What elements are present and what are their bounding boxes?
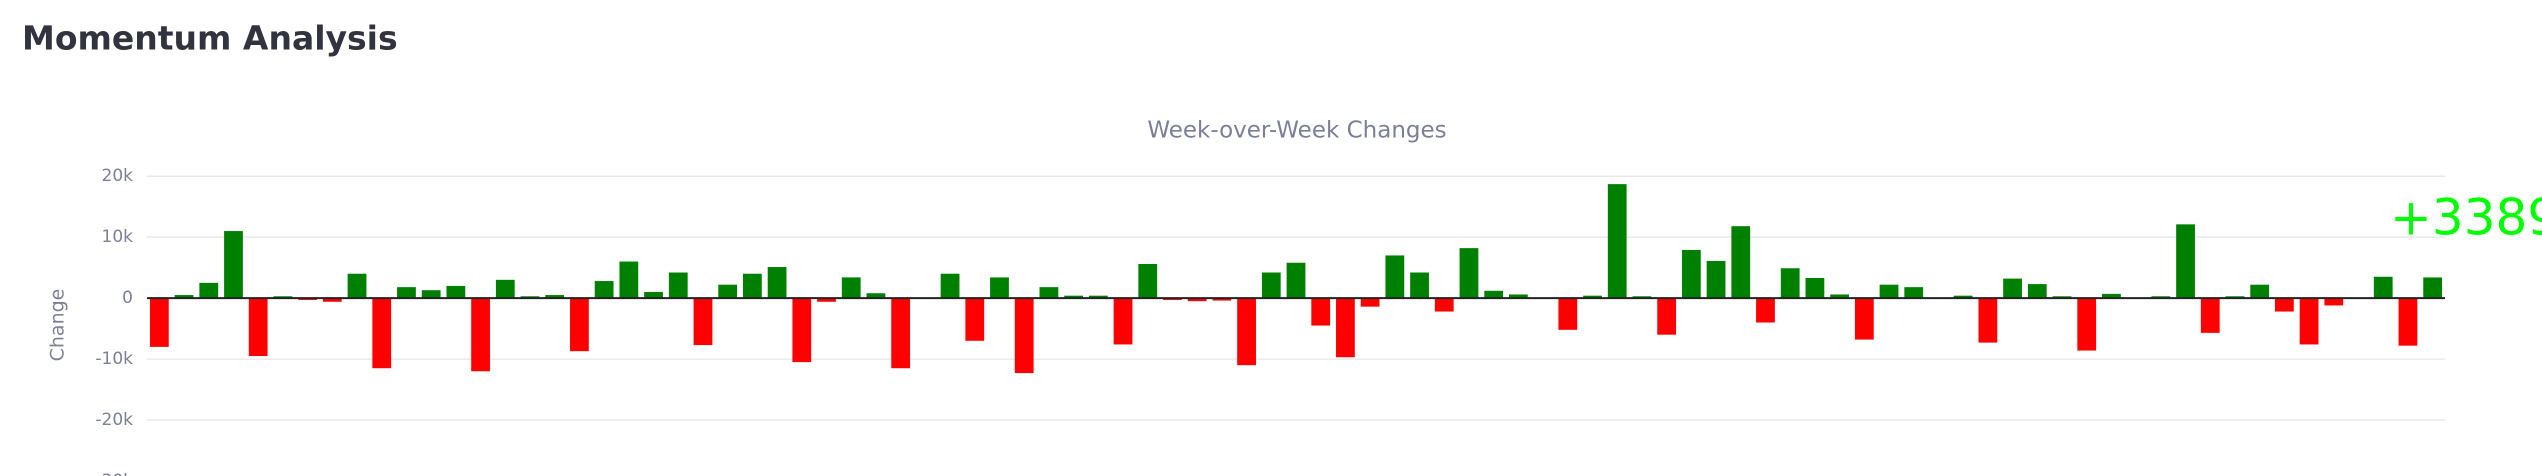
bar [570,298,589,352]
bar [594,281,614,299]
y-tick-label: -20k [95,410,133,430]
bar [1286,262,1306,299]
bar [2250,284,2270,299]
bar [397,287,416,299]
y-tick-label: 0 [122,288,133,308]
bar [174,295,194,299]
bar [1138,263,1158,299]
bar [1657,298,1677,335]
bar [718,284,738,299]
bar [1904,287,1924,299]
bar [1583,295,1602,299]
bar [1311,298,1331,326]
bar [1830,294,1850,299]
bar [1978,298,1998,343]
bar [1805,277,1825,299]
bar [446,285,466,299]
bar [1484,290,1504,299]
bar [767,267,787,299]
bar [1681,249,1701,299]
bar [545,295,565,299]
bar [1039,287,1059,299]
bar [817,298,836,302]
bar [1558,298,1578,330]
bar [495,279,515,299]
bar [841,277,861,299]
bar [1459,248,1479,299]
bar [866,293,886,299]
y-tick-label: -30k [95,471,133,476]
bar [2373,276,2393,299]
bar [1237,298,1256,366]
y-tick-label: -10k [95,349,133,369]
bar [1336,298,1355,358]
bar [1854,298,1874,340]
chart-title: Week-over-Week Changes [1147,118,1446,144]
bar [1879,284,1899,299]
y-axis-label: Change [47,289,69,362]
bar [471,298,490,372]
bar [1953,295,1973,299]
bar [199,282,219,299]
bar [2423,277,2443,299]
bar [644,292,663,299]
bar [693,298,713,346]
bar [619,261,639,299]
bar [1434,298,1454,312]
bar [322,298,342,302]
bar [1261,272,1281,299]
bar [1731,226,1751,299]
bar [940,273,960,299]
bar [2102,293,2121,299]
bar [1508,294,1528,299]
bar [1756,298,1775,323]
page-title: Momentum Analysis [22,19,398,58]
bar [668,272,688,299]
bar [891,298,911,369]
bar [347,273,367,299]
bar [1385,255,1405,299]
bar [1780,268,1800,299]
bar [149,298,169,347]
bar [2324,298,2344,306]
bar [1187,298,1207,302]
bar [965,298,985,341]
bar [372,298,392,369]
bar [421,290,441,299]
bar [1706,260,1726,299]
bar [2274,298,2294,312]
y-tick-label: 20k [102,166,134,186]
bar [2027,284,2047,299]
y-tick-label: 10k [102,227,134,247]
bar [1212,298,1232,301]
bar [2299,298,2319,345]
bar [2003,278,2022,299]
bar [1607,184,1627,299]
bar [1014,298,1034,374]
bar [1088,295,1108,299]
bar [2077,298,2097,351]
bar [1360,298,1380,307]
bar [1064,295,1084,299]
bar [1410,272,1429,299]
bar [1113,298,1133,345]
annotation: +3389 [2390,189,2542,247]
bar [2200,298,2220,333]
bar [990,277,1009,299]
bar [2176,224,2195,299]
bar [742,273,762,299]
bar [792,298,812,363]
bar [248,298,268,357]
bar [2398,298,2418,346]
bar [224,231,243,299]
